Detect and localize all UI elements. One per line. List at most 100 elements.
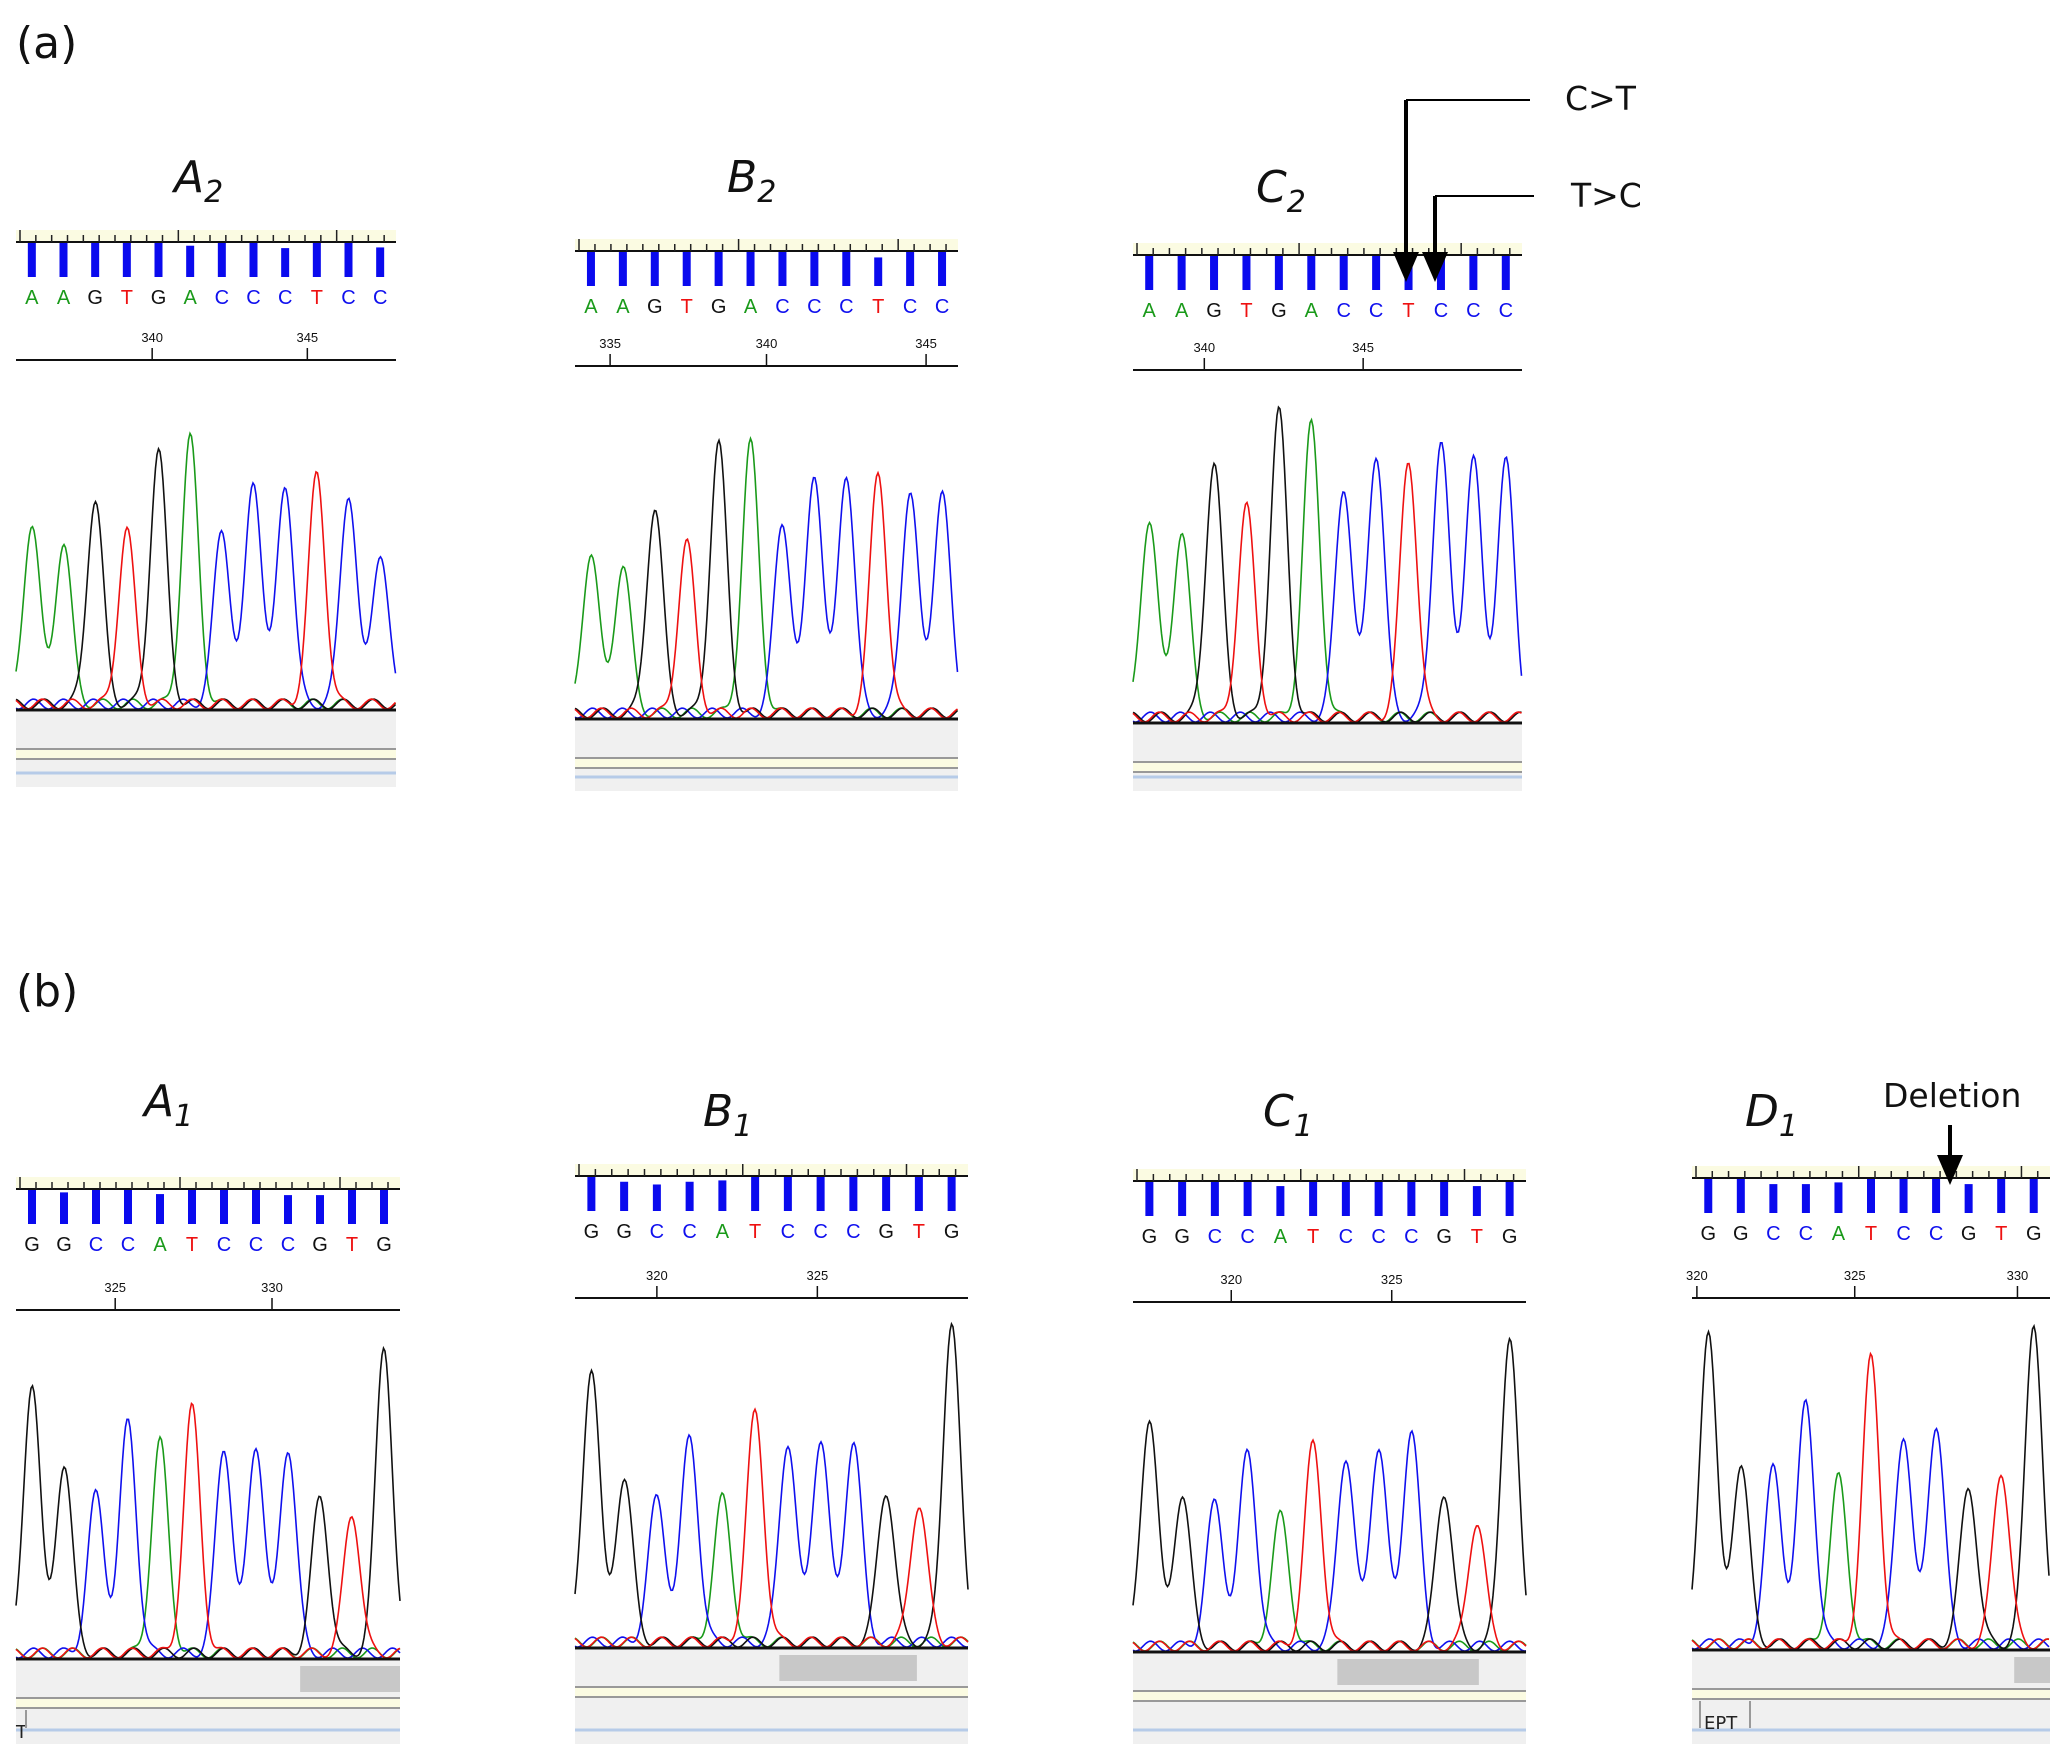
base-call-label: C xyxy=(903,296,917,318)
quality-bar xyxy=(618,252,627,286)
trace-g xyxy=(1691,1323,2050,1650)
base-call-label: G xyxy=(647,296,663,318)
panel-title-main: A xyxy=(174,152,205,203)
quality-bar xyxy=(220,1190,228,1224)
panel-title-a1: A1 xyxy=(144,1076,193,1134)
trace-t xyxy=(15,1402,401,1659)
panel-title-main: B xyxy=(727,152,758,203)
ruler-background xyxy=(575,239,958,251)
quality-bar xyxy=(914,1177,923,1211)
position-tick-label: 325 xyxy=(806,1268,828,1283)
quality-bar xyxy=(816,1177,825,1211)
quality-bar xyxy=(186,245,195,277)
quality-bar xyxy=(1501,256,1510,290)
quality-bar xyxy=(154,243,163,277)
position-tick-label: 340 xyxy=(141,330,163,345)
quality-bar xyxy=(2029,1179,2038,1213)
annotation-c-to-t: C>T xyxy=(1565,79,1636,118)
position-tick-label: 340 xyxy=(1193,340,1215,355)
base-call-label: T xyxy=(1402,300,1414,322)
quality-bar xyxy=(91,243,100,277)
quality-bar xyxy=(906,252,915,286)
base-call-label: C xyxy=(1404,1226,1418,1248)
section-label-b: (b) xyxy=(16,966,79,1017)
quality-bar xyxy=(1932,1179,1941,1213)
base-call-label: T xyxy=(1307,1226,1319,1248)
base-call-label: C xyxy=(1766,1223,1780,1245)
panel-title-sub: 1 xyxy=(733,1109,753,1144)
position-tick-label: 325 xyxy=(1381,1272,1403,1287)
base-call-label: C xyxy=(935,296,949,318)
quality-bar xyxy=(650,252,659,286)
quality-bar xyxy=(316,1195,324,1224)
quality-bar xyxy=(1834,1182,1843,1213)
panel-title-sub: 2 xyxy=(204,175,224,210)
quality-bar xyxy=(27,243,36,277)
panel-title-main: C xyxy=(1256,162,1287,213)
quality-bar xyxy=(28,1190,36,1224)
trace-g xyxy=(15,446,397,710)
quality-bar xyxy=(1339,256,1348,290)
position-tick-label: 330 xyxy=(2007,1268,2029,1283)
section-label-a: (a) xyxy=(16,18,78,69)
quality-bar xyxy=(1242,256,1251,290)
base-call-label: C xyxy=(813,1221,827,1243)
quality-bar xyxy=(281,248,290,277)
position-tick-label: 345 xyxy=(296,330,318,345)
base-call-label: C xyxy=(839,296,853,318)
quality-bar xyxy=(249,243,258,277)
base-call-label: C xyxy=(246,287,260,309)
base-call-label: C xyxy=(278,287,292,309)
base-call-label: G xyxy=(1206,300,1222,322)
panel-title-b1: B1 xyxy=(703,1086,752,1144)
base-call-label: A xyxy=(1305,300,1319,322)
quality-bar xyxy=(1276,1186,1285,1216)
base-call-label: A xyxy=(616,296,630,318)
base-call-label: A xyxy=(57,287,71,309)
panel-title-c1: C1 xyxy=(1263,1086,1313,1144)
panel-title-sub: 1 xyxy=(174,1099,194,1134)
base-call-label: C xyxy=(281,1234,295,1256)
panel-title-sub: 2 xyxy=(1286,185,1306,220)
quality-bar xyxy=(620,1181,629,1211)
position-tick-label: 325 xyxy=(1844,1268,1866,1283)
trace-a xyxy=(15,431,397,710)
base-call-label: C xyxy=(373,287,387,309)
quality-bar xyxy=(1436,256,1445,290)
base-call-label: G xyxy=(87,287,103,309)
base-call-label: T xyxy=(749,1221,761,1243)
base-call-label: A xyxy=(584,296,598,318)
quality-bar xyxy=(59,243,68,277)
panel-title-a2: A2 xyxy=(174,152,223,210)
scrollbar-thumb xyxy=(1337,1659,1479,1685)
base-call-label: G xyxy=(944,1221,960,1243)
quality-bar xyxy=(1178,1182,1187,1216)
base-call-label: C xyxy=(781,1221,795,1243)
base-call-label: C xyxy=(1799,1223,1813,1245)
quality-bar xyxy=(1145,1182,1154,1216)
quality-bar xyxy=(376,247,385,277)
panel-title-main: B xyxy=(703,1086,734,1137)
quality-bar xyxy=(1964,1184,1973,1213)
base-call-label: G xyxy=(584,1221,600,1243)
trace-t xyxy=(1132,1438,1527,1652)
quality-bar xyxy=(1374,1182,1383,1216)
quality-bar xyxy=(1407,1182,1416,1216)
status-strip xyxy=(1133,1692,1526,1700)
base-call-label: G xyxy=(24,1234,40,1256)
ruler-background xyxy=(16,1177,400,1189)
scrollbar-thumb xyxy=(2014,1657,2050,1683)
quality-bar xyxy=(714,252,723,286)
base-call-label: G xyxy=(878,1221,894,1243)
quality-bar xyxy=(874,257,883,286)
quality-bar xyxy=(380,1190,388,1224)
panel-title-main: C xyxy=(1263,1086,1294,1137)
quality-bar xyxy=(217,243,226,277)
base-call-label: G xyxy=(1271,300,1287,322)
quality-bar xyxy=(1341,1182,1350,1216)
